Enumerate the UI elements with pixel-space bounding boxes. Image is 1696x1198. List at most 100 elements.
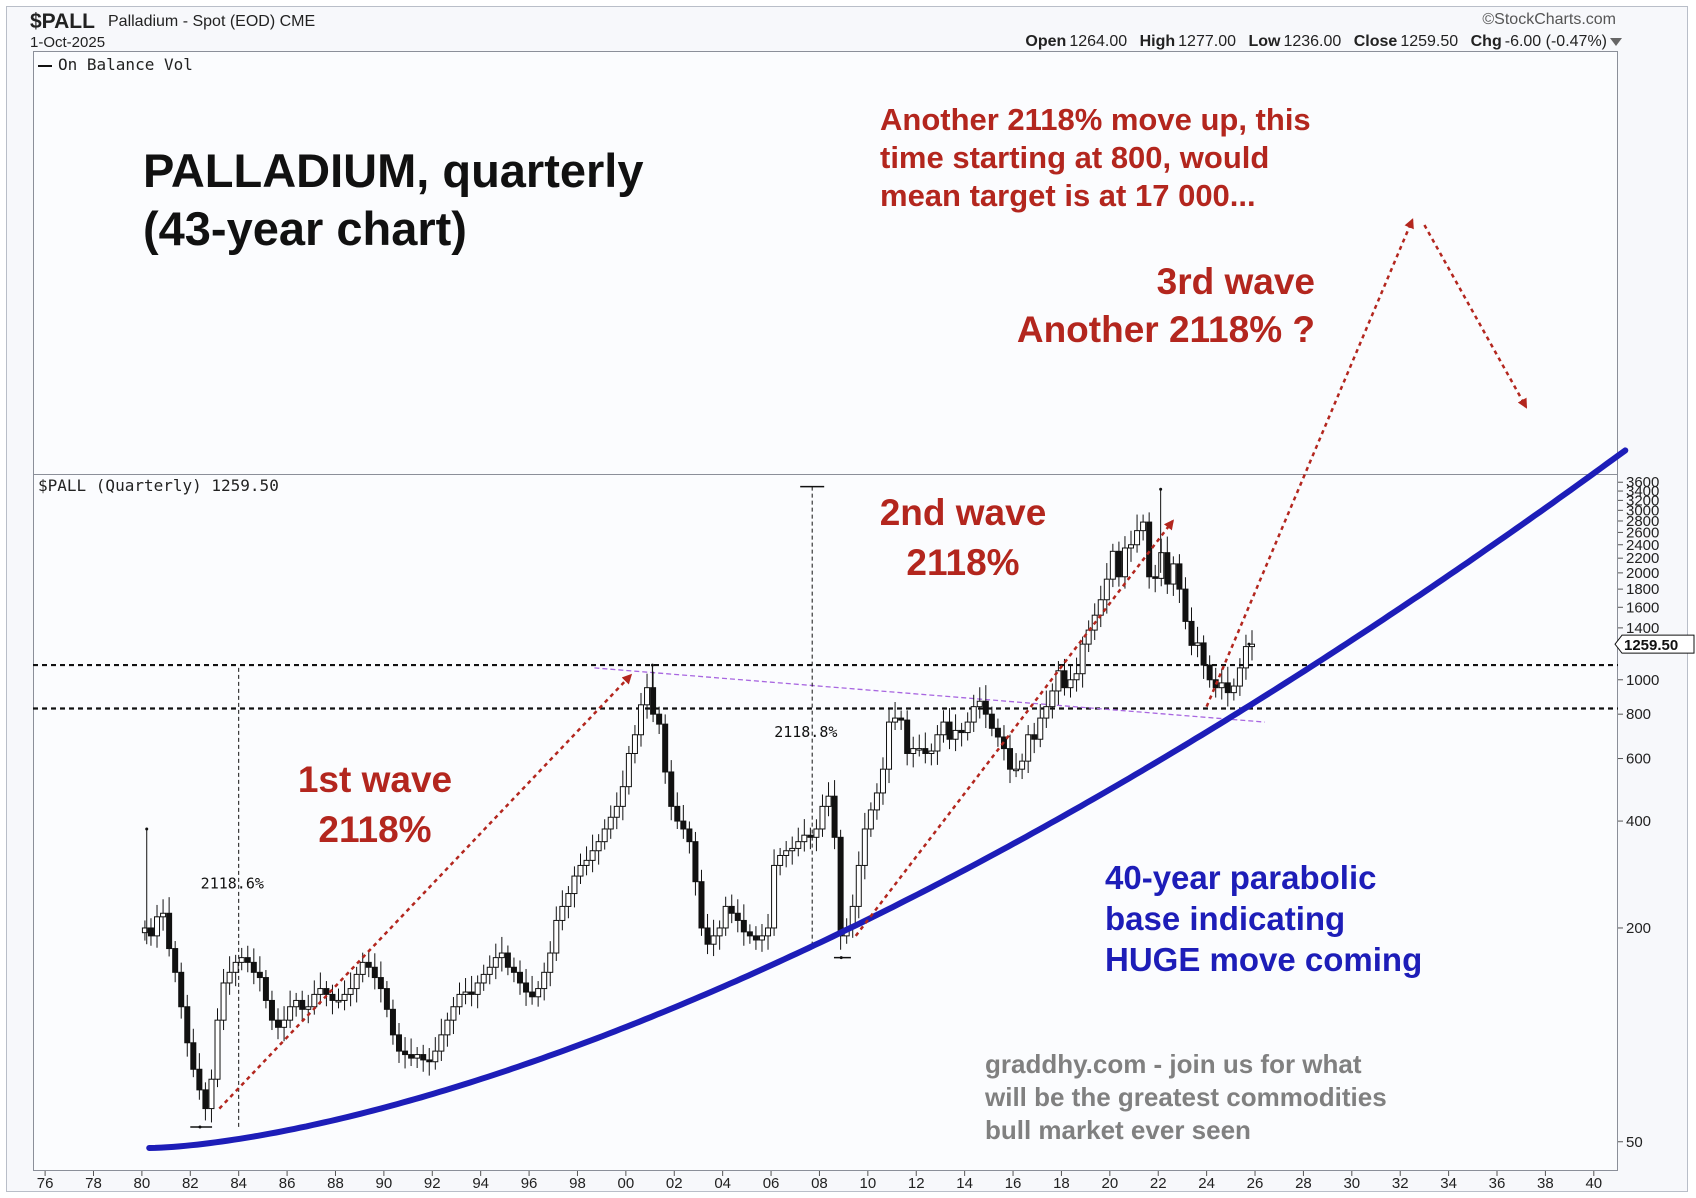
candle-body	[1085, 629, 1092, 645]
candle-body	[1019, 760, 1026, 770]
x-tick-label: 94	[472, 1175, 489, 1192]
candle-body	[1079, 643, 1086, 675]
measure-label-2: 2118.8%	[774, 723, 837, 741]
candle-body	[287, 1006, 294, 1021]
candle-body	[498, 952, 505, 959]
candle-body	[1013, 768, 1020, 772]
high-value: 1277.00	[1178, 33, 1236, 50]
candle-body	[746, 931, 753, 937]
candle-body	[244, 957, 251, 963]
wave2-label: 2nd wave 2118%	[868, 488, 1058, 588]
candle-body	[740, 919, 747, 933]
candle-body	[601, 828, 608, 843]
x-tick-label: 90	[376, 1175, 393, 1192]
candle-body	[1061, 670, 1068, 689]
candle-body	[1152, 576, 1159, 579]
parabolic-line2: base indicating	[1105, 900, 1346, 937]
target-note-line1: Another 2118% move up, this	[880, 102, 1311, 137]
x-tick-label: 98	[569, 1175, 586, 1192]
candle-body	[607, 816, 614, 830]
measure-label-1: 2118.6%	[201, 875, 264, 893]
x-tick-label: 22	[1150, 1175, 1167, 1192]
candle-body	[438, 1034, 445, 1052]
candle-body	[1055, 670, 1062, 692]
candle-body	[958, 729, 965, 734]
candle-body	[202, 1089, 209, 1110]
x-tick-label: 86	[279, 1175, 296, 1192]
x-tick-label: 82	[182, 1175, 199, 1192]
parabolic-curve	[146, 447, 1629, 1151]
brand-watermark[interactable]: ©StockCharts.com	[1482, 11, 1616, 28]
wave3-line2: Another 2118% ?	[1016, 309, 1315, 350]
candle-body	[758, 935, 765, 941]
x-tick-label: 00	[618, 1175, 635, 1192]
candle-body	[275, 1019, 282, 1028]
candle-body	[940, 721, 947, 736]
x-tick-label: 28	[1295, 1175, 1312, 1192]
promo-note: graddhy.com - join us for what will be t…	[985, 1048, 1387, 1147]
candle-body	[625, 752, 632, 788]
parabolic-note: 40-year parabolic base indicating HUGE m…	[1105, 857, 1422, 980]
candle-body	[722, 905, 729, 929]
candle-body	[172, 948, 179, 973]
ohlc-readout: Open 1264.00 High 1277.00 Low 1236.00 Close…	[1017, 33, 1622, 51]
candle-body	[262, 977, 269, 1001]
candle-body	[1109, 550, 1116, 580]
candle-body	[1158, 552, 1165, 579]
candle-body	[795, 841, 802, 849]
candle-body	[928, 750, 935, 754]
target-note-line2: time starting at 800, would	[880, 140, 1270, 175]
candle-body	[716, 927, 723, 937]
wave2-arrow	[854, 519, 1174, 937]
y-tick-label: 200	[1626, 920, 1651, 937]
wave1-line2: 2118%	[318, 809, 432, 850]
candle-body	[783, 850, 790, 856]
candle-body	[1170, 563, 1177, 585]
x-tick-label: 10	[860, 1175, 877, 1192]
wave3-label: 3rd wave Another 2118% ?	[1017, 258, 1315, 354]
candle-body	[650, 687, 657, 715]
candle-body	[1007, 748, 1014, 770]
candle-body	[710, 935, 717, 945]
candle-body	[450, 1006, 457, 1021]
x-tick-label: 40	[1585, 1175, 1602, 1192]
chart-date: 1-Oct-2025	[30, 34, 106, 51]
candle-body	[371, 966, 378, 979]
indicator-panel	[33, 51, 1618, 475]
chart-title-line2: (43-year chart)	[143, 202, 467, 255]
candle-body	[220, 982, 227, 1021]
candle-body	[1230, 685, 1237, 694]
candle-body	[323, 988, 330, 995]
candle-body	[934, 734, 941, 752]
candle-body	[704, 927, 711, 945]
candle-body	[765, 927, 772, 937]
candle-body	[952, 729, 959, 740]
wave1-label: 1st wave 2118%	[290, 755, 460, 855]
candle-body	[504, 952, 511, 968]
candle-body	[631, 734, 638, 754]
candle-body	[414, 1054, 421, 1059]
candle-body	[595, 841, 602, 852]
candle-body	[329, 993, 336, 1001]
candle-body	[1164, 552, 1171, 585]
candle-body	[208, 1078, 215, 1110]
candle-body	[1103, 578, 1110, 601]
candle-body	[408, 1054, 415, 1059]
candle-body	[789, 847, 796, 852]
candle-body	[807, 834, 814, 838]
candle-body	[1140, 521, 1147, 532]
low-value: 1236.00	[1283, 33, 1342, 50]
candle-body	[147, 927, 154, 937]
candle-body	[238, 957, 245, 963]
wave2-line1: 2nd wave	[879, 492, 1047, 533]
last-price-tag	[1614, 634, 1695, 654]
candle-body	[1115, 550, 1122, 578]
candle-body	[1037, 717, 1044, 740]
x-tick-label: 06	[763, 1175, 780, 1192]
candle-body	[160, 912, 167, 918]
x-tick-label: 30	[1343, 1175, 1360, 1192]
candle-body	[662, 723, 669, 773]
candle-body	[674, 805, 681, 822]
x-tick-label: 88	[327, 1175, 344, 1192]
